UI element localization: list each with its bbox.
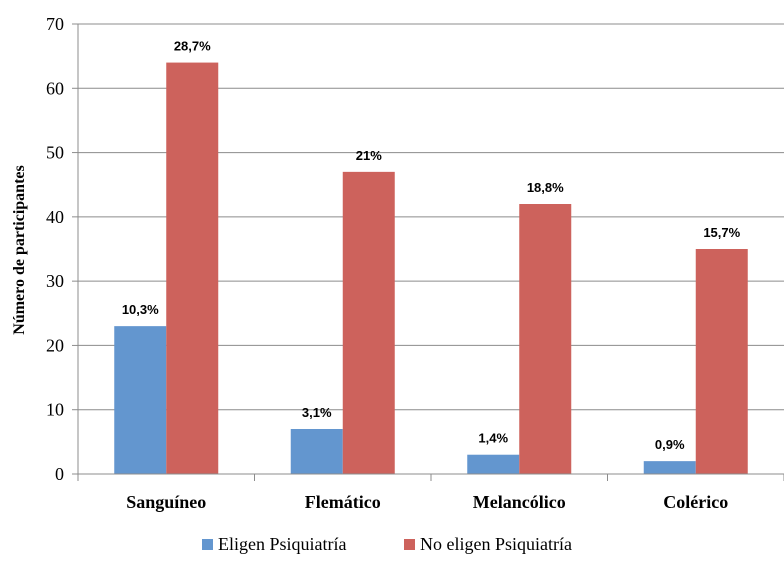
legend-label: Eligen Psiquiatría (218, 534, 346, 554)
bar-no-eligen (343, 172, 395, 474)
data-label: 28,7% (174, 39, 211, 54)
x-category-labels: Sanguíneo Flemático Melancólico Colérico (126, 492, 728, 512)
data-label: 10,3% (122, 302, 159, 317)
y-tick-label: 60 (46, 78, 64, 98)
bar-no-eligen (696, 249, 748, 474)
bar-no-eligen (519, 204, 571, 474)
bar-eligen (291, 429, 343, 474)
data-label: 0,9% (655, 437, 685, 452)
y-axis-label: Número de participantes (11, 165, 28, 334)
legend: Eligen Psiquiatría No eligen Psiquiatría (202, 534, 572, 554)
legend-label: No eligen Psiquiatría (420, 534, 572, 554)
y-tick-label: 30 (46, 271, 64, 291)
bar-eligen (644, 461, 696, 474)
data-label: 21% (356, 148, 382, 163)
y-tick-label: 70 (46, 14, 64, 34)
data-label: 1,4% (478, 431, 508, 446)
y-tick-label: 20 (46, 335, 64, 355)
data-label: 15,7% (703, 225, 740, 240)
y-tick-label: 40 (46, 207, 64, 227)
x-category-label: Melancólico (473, 492, 566, 512)
data-label: 3,1% (302, 405, 332, 420)
y-tick-label: 0 (55, 464, 64, 484)
bar-no-eligen (166, 63, 218, 474)
x-category-label: Sanguíneo (126, 492, 206, 512)
legend-swatch (202, 539, 213, 550)
y-tick-label: 10 (46, 400, 64, 420)
y-tick-labels: 0 10 20 30 40 50 60 70 (46, 14, 64, 484)
bars (114, 63, 748, 474)
x-category-label: Flemático (305, 492, 381, 512)
x-category-label: Colérico (663, 492, 728, 512)
bar-eligen (114, 326, 166, 474)
data-label: 18,8% (527, 180, 564, 195)
legend-swatch (404, 539, 415, 550)
bar-eligen (467, 455, 519, 474)
y-tick-label: 50 (46, 143, 64, 163)
